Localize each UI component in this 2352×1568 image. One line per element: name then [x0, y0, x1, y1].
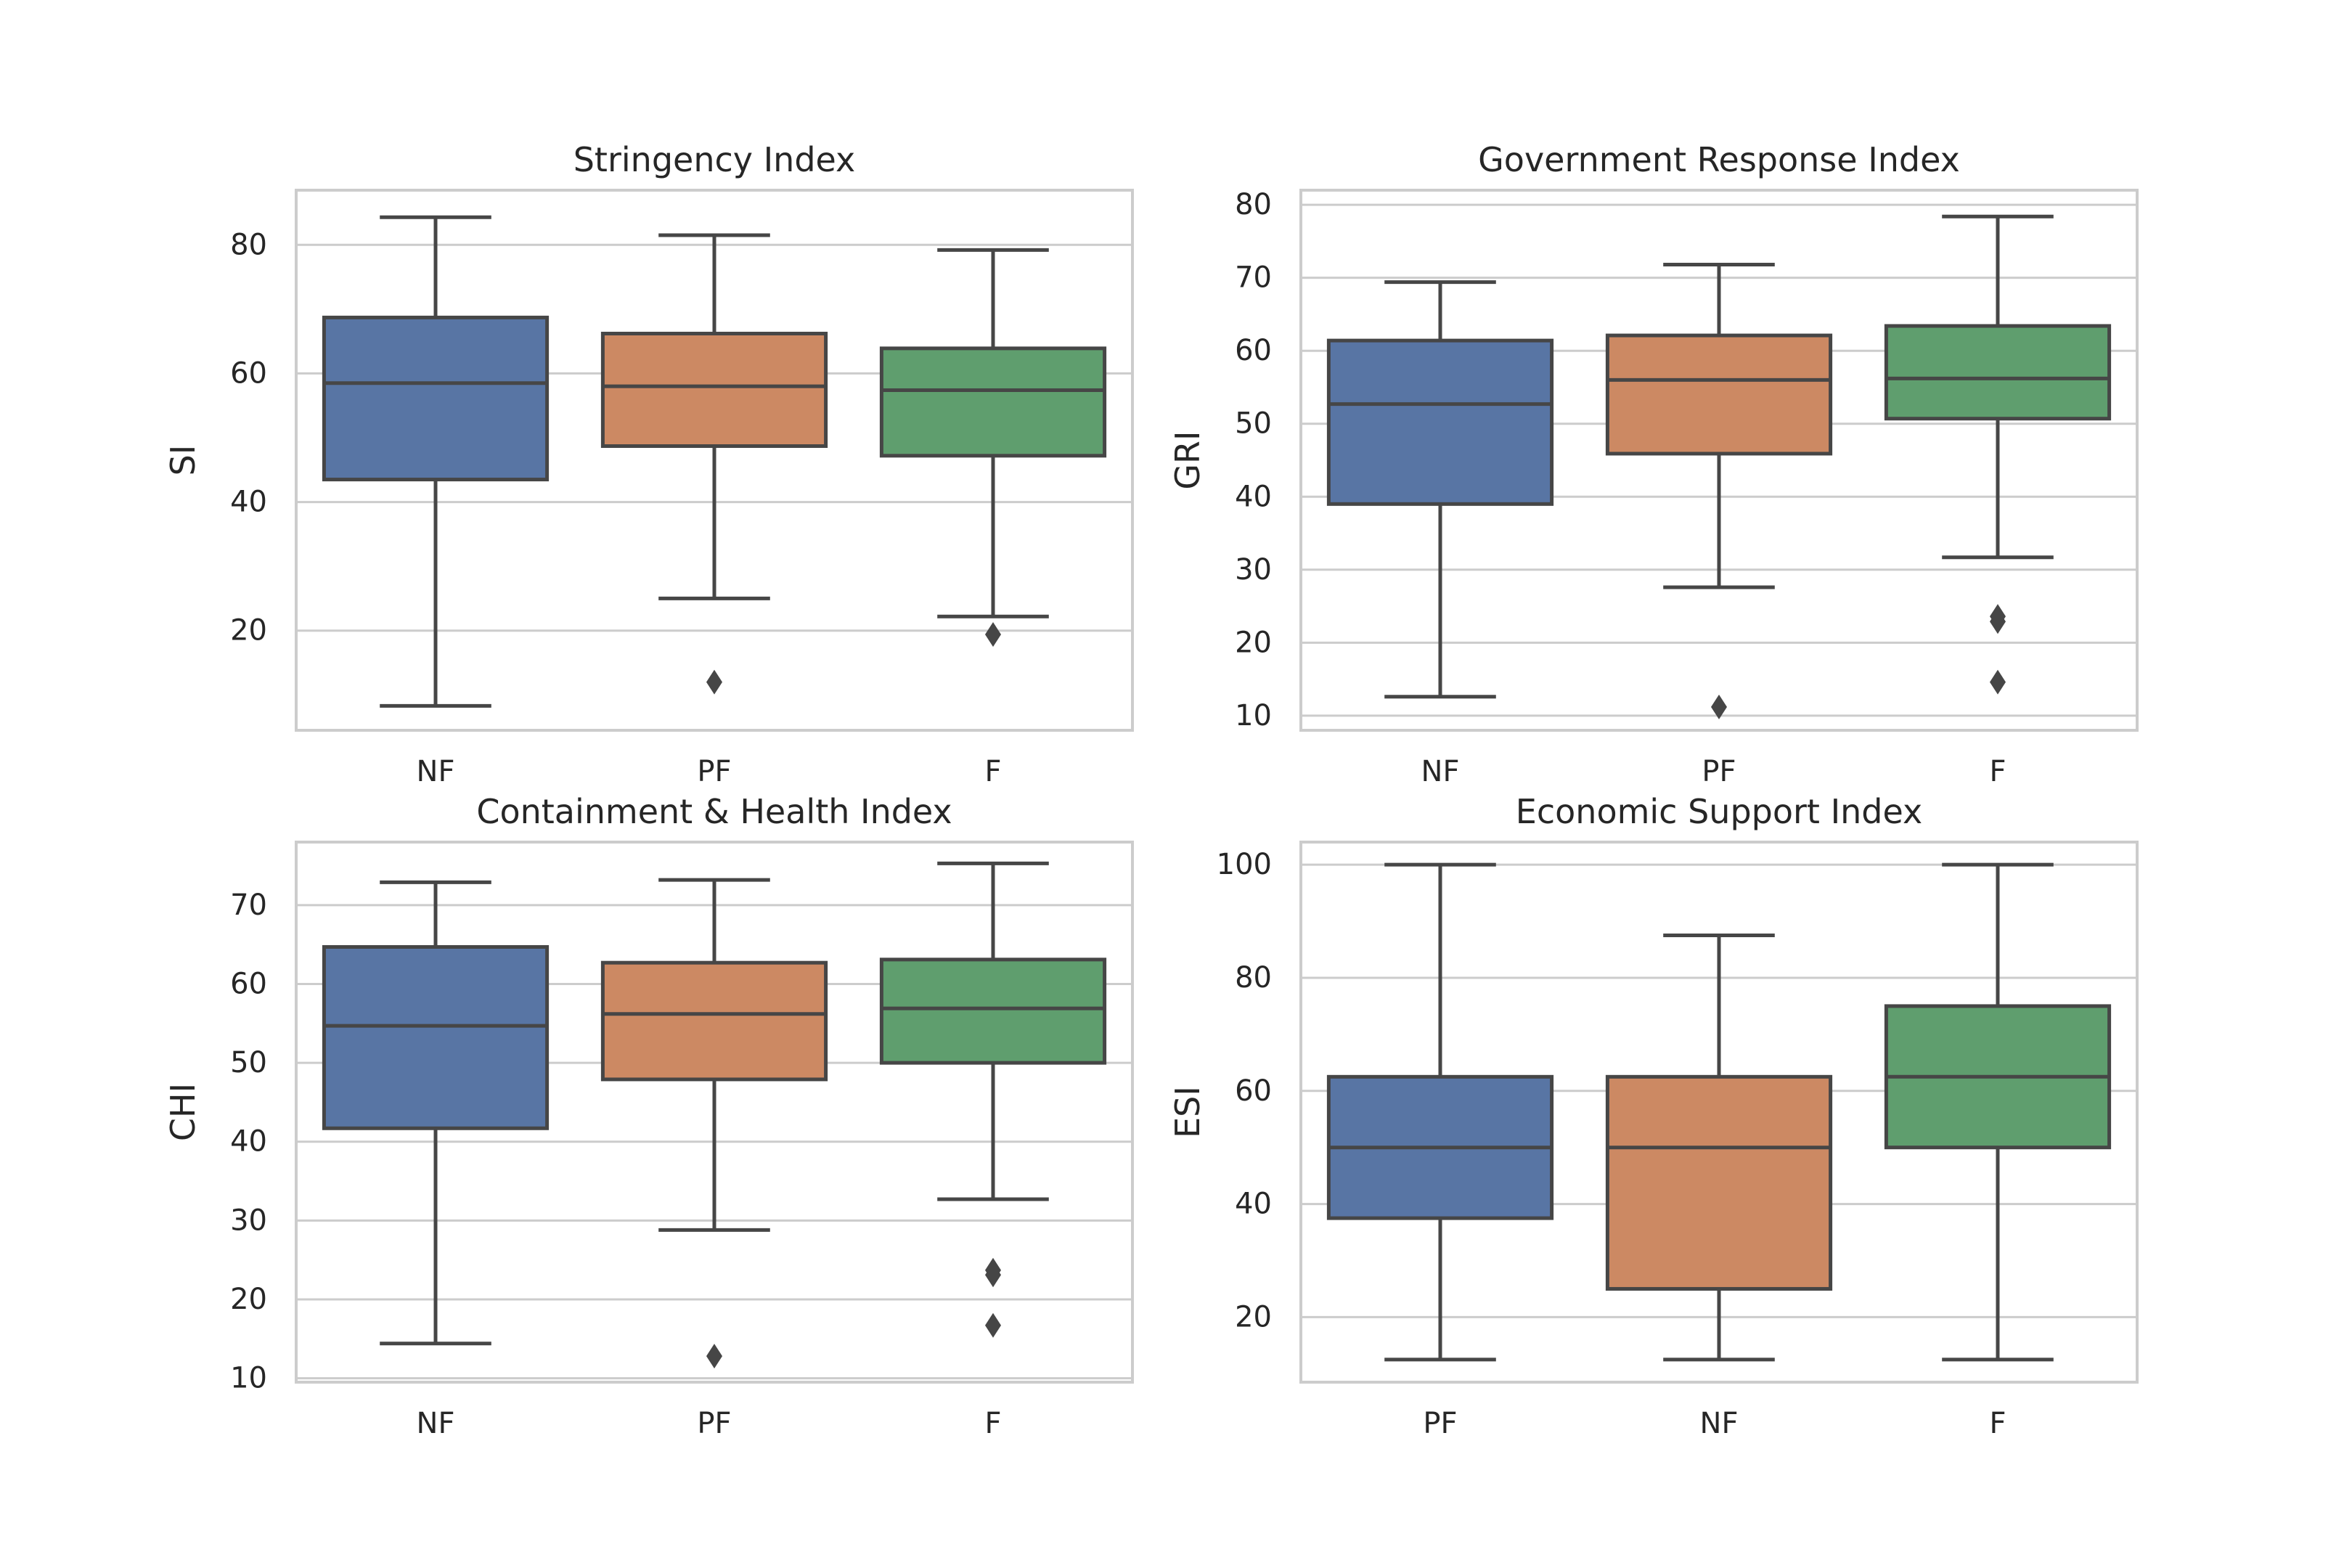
y-tick-label: 40 [1235, 480, 1272, 513]
box-PF [600, 233, 828, 695]
chart-panel-2: 10 20 30 40 50 60 70 80 NF PF F Government Response… [1168, 140, 2139, 788]
y-axis-label: SI [163, 445, 203, 476]
y-tick-label: 60 [1235, 334, 1272, 367]
outlier-point [1990, 669, 2006, 695]
x-tick-label: NF [417, 755, 455, 788]
y-tick-label: 80 [1235, 961, 1272, 995]
box-NF [322, 880, 550, 1346]
axes-frame [295, 189, 1134, 732]
iqr-box [1605, 333, 1833, 456]
y-axis-label: CHI [163, 1083, 203, 1141]
x-tick-label: F [1989, 1407, 2006, 1440]
iqr-box [322, 944, 550, 1130]
y-tick-label: 50 [230, 1046, 267, 1079]
y-axis-label: GRI [1168, 430, 1207, 489]
box-F [879, 248, 1107, 648]
iqr-box [1605, 1074, 1833, 1291]
x-tick-label: F [1989, 755, 2006, 788]
chart-panel-1: 20 40 60 80 NF PF F Stringency Index SI [163, 140, 1134, 788]
box-NF [322, 215, 550, 708]
y-tick-label: 10 [1235, 699, 1272, 732]
x-tick-label: NF [1421, 755, 1460, 788]
x-tick-label: PF [697, 755, 731, 788]
iqr-box [879, 346, 1107, 458]
chart-title: Government Response Index [1478, 140, 1960, 179]
y-axis-label: ESI [1168, 1086, 1207, 1138]
y-tick-label: 50 [1235, 407, 1272, 441]
iqr-box [1326, 338, 1554, 506]
x-tick-label: F [984, 1407, 1001, 1440]
chart-panel-3: 10 20 30 40 50 60 70 NF PF F Containment & Health … [163, 792, 1134, 1440]
y-tick-label: 20 [230, 1283, 267, 1316]
y-tick-label: 60 [1235, 1074, 1272, 1108]
x-tick-label: PF [1702, 755, 1736, 788]
outlier-point [706, 669, 722, 695]
x-tick-label: F [984, 755, 1001, 788]
x-tick-label: PF [1423, 1407, 1457, 1440]
y-tick-label: 20 [1235, 626, 1272, 659]
axes-frame [1299, 189, 2139, 732]
box-PF [1326, 862, 1554, 1362]
outlier-point [1990, 609, 2006, 634]
iqr-box [322, 315, 550, 482]
y-tick-label: 70 [1235, 261, 1272, 295]
chart-title: Containment & Health Index [476, 792, 952, 831]
box-NF [1326, 280, 1554, 699]
box-F [1884, 862, 2112, 1362]
y-tick-label: 80 [230, 228, 267, 261]
y-tick-label: 30 [1235, 553, 1272, 587]
outlier-point [1711, 694, 1727, 719]
outlier-point [706, 1344, 722, 1369]
y-tick-label: 60 [230, 968, 267, 1001]
y-tick-label: 40 [1235, 1188, 1272, 1221]
iqr-box [879, 957, 1107, 1065]
x-tick-label: PF [697, 1407, 731, 1440]
y-tick-label: 10 [230, 1362, 267, 1395]
chart-title: Economic Support Index [1516, 792, 1922, 831]
box-F [879, 861, 1107, 1338]
iqr-box [600, 332, 828, 449]
chart-panel-4: 20 40 60 80 100 PF NF F Economic Support Index ES… [1168, 792, 2139, 1440]
y-tick-label: 60 [230, 356, 267, 390]
x-tick-label: NF [417, 1407, 455, 1440]
iqr-box [1884, 324, 2112, 421]
box-PF [600, 878, 828, 1369]
iqr-box [600, 960, 828, 1082]
y-tick-label: 30 [230, 1204, 267, 1237]
outlier-point [985, 622, 1001, 648]
y-tick-label: 70 [230, 889, 267, 922]
axes-frame [1299, 841, 2139, 1384]
y-tick-label: 20 [230, 614, 267, 648]
y-tick-label: 80 [1235, 188, 1272, 221]
axes-frame [295, 841, 1134, 1384]
box-NF [1605, 934, 1833, 1362]
box-F [1884, 214, 2112, 695]
y-tick-label: 40 [230, 486, 267, 519]
y-tick-label: 100 [1217, 848, 1272, 881]
outlier-point [985, 1312, 1001, 1338]
y-tick-label: 20 [1235, 1300, 1272, 1334]
chart-title: Stringency Index [573, 140, 856, 179]
y-tick-label: 40 [230, 1125, 267, 1159]
outlier-point [985, 1262, 1001, 1288]
box-PF [1605, 263, 1833, 719]
x-tick-label: NF [1700, 1407, 1739, 1440]
